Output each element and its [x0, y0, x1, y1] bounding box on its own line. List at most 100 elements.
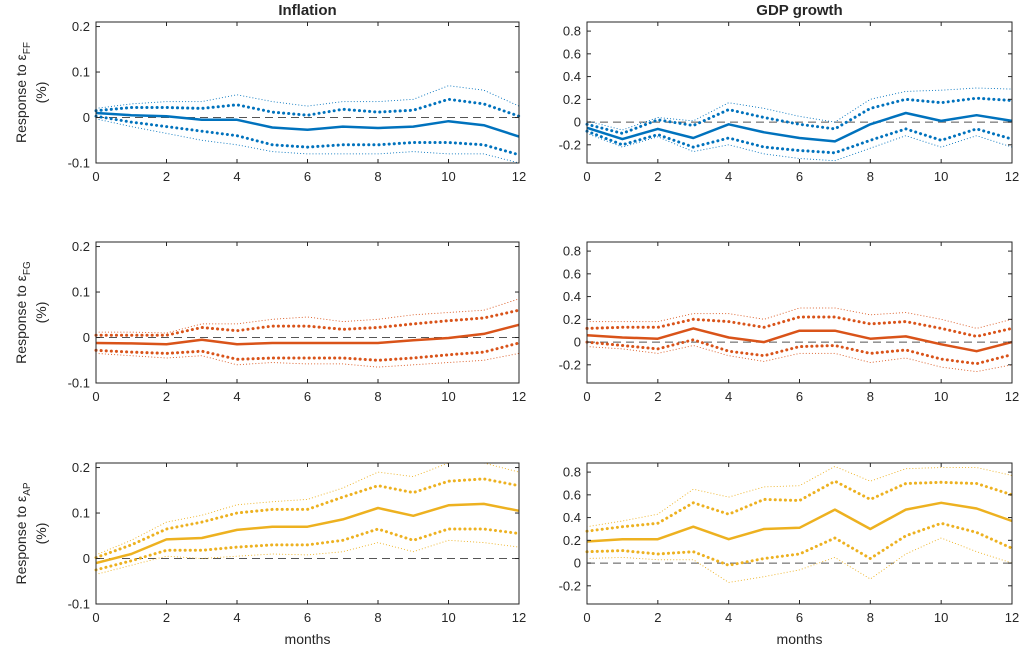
y-tick-label: -0.2 — [559, 137, 581, 152]
x-tick-label: 0 — [583, 610, 590, 625]
y-tick-label: 0.2 — [72, 239, 90, 254]
y-axis-label: Response to εFF (%) — [13, 42, 49, 143]
x-tick-label: 4 — [725, 610, 732, 625]
x-tick-label: 10 — [934, 169, 948, 184]
outer-lower-band — [586, 537, 1013, 583]
x-tick-label: 8 — [374, 610, 381, 625]
median-response — [586, 501, 1013, 543]
x-tick-label: 12 — [1005, 169, 1019, 184]
y-tick-label: 0.6 — [563, 266, 581, 281]
y-label-prefix: Response to ε — [13, 496, 29, 585]
x-tick-label: 2 — [654, 169, 661, 184]
inner-upper-band — [94, 97, 521, 118]
x-tick-label: 4 — [233, 610, 240, 625]
inner-lower-band — [585, 127, 1014, 155]
x-tick-label: 6 — [796, 169, 803, 184]
y-tick-label: 0.8 — [563, 24, 581, 39]
x-tick-label: 12 — [512, 389, 526, 404]
x-tick-label: 0 — [583, 169, 590, 184]
y-label-prefix: Response to ε — [13, 275, 29, 364]
panel-5: 0 2 4 6 8 10 12 -0.2 0 0.2 0.4 0.6 0.8 months — [559, 462, 1019, 647]
y-axis-label: Response to εAP (%) — [13, 482, 49, 584]
x-tick-label: 12 — [1005, 389, 1019, 404]
median-response — [95, 502, 520, 565]
x-tick-label: 2 — [163, 169, 170, 184]
x-tick-label: 0 — [92, 169, 99, 184]
x-tick-label: 4 — [725, 389, 732, 404]
plot-area — [587, 463, 1012, 604]
median-response — [586, 111, 1013, 143]
plot-area — [587, 242, 1012, 383]
x-tick-label: 8 — [867, 169, 874, 184]
inner-lower-band — [585, 521, 1014, 567]
panel-1: 0 2 4 6 8 10 12 -0.2 0 0.2 0.4 0.6 0.8 GDP growth — [559, 2, 1020, 184]
y-label-subscript: FG — [22, 261, 33, 275]
y-tick-label: -0.1 — [68, 597, 90, 612]
x-tick-label: 2 — [163, 610, 170, 625]
plot-area — [96, 463, 519, 604]
y-tick-label: 0.4 — [563, 69, 581, 84]
y-tick-label: 0.4 — [563, 510, 581, 525]
inner-lower-band — [94, 341, 521, 362]
x-tick-label: 6 — [796, 389, 803, 404]
y-tick-label: -0.1 — [68, 376, 90, 391]
inner-upper-band — [585, 479, 1014, 533]
x-tick-label: 10 — [934, 389, 948, 404]
y-label-unit: (%) — [33, 523, 49, 545]
inner-upper-band — [94, 477, 521, 560]
y-tick-label: 0.2 — [563, 533, 581, 548]
x-tick-label: 10 — [441, 169, 455, 184]
panel-3: 0 2 4 6 8 10 12 -0.2 0 0.2 0.4 0.6 0.8 — [559, 241, 1019, 404]
x-tick-label: 8 — [374, 169, 381, 184]
x-tick-label: 0 — [92, 610, 99, 625]
x-tick-label: 8 — [867, 610, 874, 625]
x-tick-label: 2 — [163, 389, 170, 404]
plot-area — [96, 242, 519, 383]
y-tick-label: 0.2 — [563, 92, 581, 107]
column-title: GDP growth — [756, 2, 842, 19]
y-label-subscript: FF — [22, 42, 33, 54]
y-label-unit: (%) — [33, 302, 49, 324]
y-tick-label: 0 — [574, 115, 581, 130]
x-tick-label: 8 — [374, 389, 381, 404]
y-tick-label: 0.8 — [563, 465, 581, 480]
x-tick-label: 6 — [796, 610, 803, 625]
x-tick-label: 12 — [512, 610, 526, 625]
y-tick-label: 0 — [574, 335, 581, 350]
y-tick-label: -0.2 — [559, 578, 581, 593]
x-tick-label: 2 — [654, 610, 661, 625]
inner-upper-band — [585, 315, 1014, 338]
x-tick-label: 10 — [441, 610, 455, 625]
y-tick-label: 0 — [83, 330, 90, 345]
inner-lower-band — [94, 527, 521, 572]
y-tick-label: 0.1 — [72, 506, 90, 521]
y-tick-label: 0 — [574, 556, 581, 571]
x-tick-label: 2 — [654, 389, 661, 404]
y-tick-label: 0.2 — [563, 312, 581, 327]
plot-area — [96, 22, 519, 163]
svg-text:Response to εFG: Response to εFG — [13, 261, 33, 364]
x-tick-label: 4 — [725, 169, 732, 184]
x-axis-label: months — [777, 631, 823, 647]
y-axis-label: Response to εFG(%) — [13, 261, 49, 364]
y-label-subscript: AP — [22, 482, 33, 496]
x-tick-label: 8 — [867, 389, 874, 404]
x-tick-label: 6 — [304, 169, 311, 184]
x-tick-label: 12 — [1005, 610, 1019, 625]
median-response — [95, 323, 520, 346]
y-label-prefix: Response to ε — [13, 54, 29, 143]
y-label-unit: (%) — [33, 82, 49, 104]
y-tick-label: 0 — [83, 110, 90, 125]
x-tick-label: 0 — [92, 389, 99, 404]
y-tick-label: -0.2 — [559, 357, 581, 372]
y-tick-label: 0.6 — [563, 487, 581, 502]
x-tick-label: 4 — [233, 389, 240, 404]
inner-lower-band — [585, 338, 1014, 366]
x-tick-label: 12 — [512, 169, 526, 184]
inner-upper-band — [94, 308, 521, 337]
y-tick-label: 0.1 — [72, 285, 90, 300]
